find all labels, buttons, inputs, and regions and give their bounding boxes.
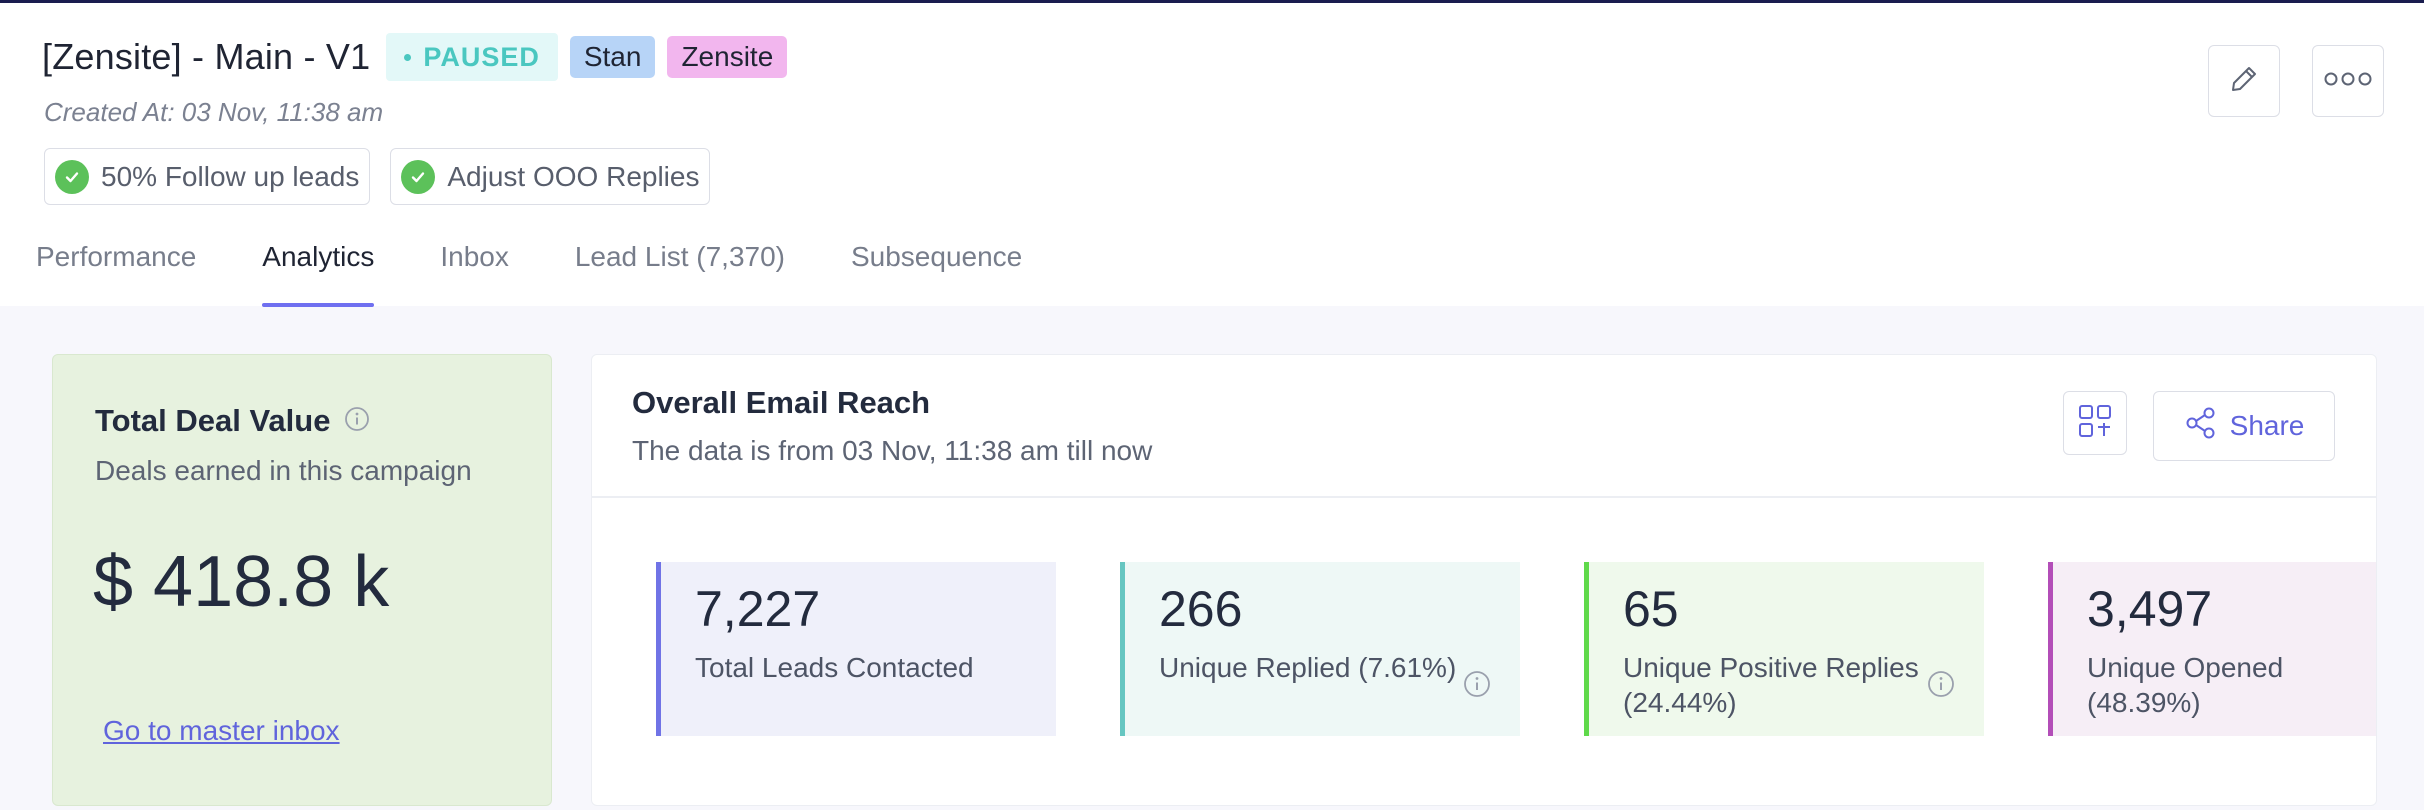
chip-label: 50% Follow up leads — [101, 160, 360, 192]
reach-subtitle: The data is from 03 Nov, 11:38 am till n… — [632, 435, 1153, 466]
stat-unique-replied: 266 Unique Replied (7.61%) — [1120, 562, 1520, 736]
status-dot-icon — [404, 53, 412, 61]
created-at: Created At: 03 Nov, 11:38 am — [44, 97, 384, 127]
check-circle-icon — [55, 159, 89, 194]
deal-value-card: Total Deal Value Deals earned in this ca… — [52, 354, 552, 806]
stat-value: 3,497 — [2087, 581, 2213, 637]
title-row: [Zensite] - Main - V1 PAUSED Stan Zensit… — [42, 33, 788, 81]
reach-title: Overall Email Reach — [632, 385, 931, 420]
stat-value: 7,227 — [695, 581, 821, 637]
share-label: Share — [2229, 410, 2305, 441]
campaign-title: [Zensite] - Main - V1 — [42, 36, 371, 77]
settings-chips: 50% Follow up leads Adjust OOO Replies — [44, 148, 711, 205]
stat-value: 266 — [1159, 581, 1243, 637]
more-options-icon — [2323, 71, 2373, 92]
email-reach-card: Overall Email Reach The data is from 03 … — [591, 354, 2377, 806]
stat-unique-opened: 3,497 Unique Opened (48.39%) — [2048, 562, 2376, 736]
stat-value: 65 — [1623, 581, 1679, 637]
info-icon[interactable] — [1927, 670, 1955, 703]
tag-zensite[interactable]: Zensite — [667, 36, 788, 78]
chip-label: Adjust OOO Replies — [447, 160, 700, 192]
divider — [592, 496, 2376, 498]
check-circle-icon — [401, 159, 436, 194]
stat-label: Unique Opened (48.39%) — [2087, 652, 2284, 718]
tab-subsequence[interactable]: Subsequence — [850, 241, 1023, 272]
chip-follow-up-leads[interactable]: 50% Follow up leads — [44, 148, 371, 205]
qr-code-icon — [2077, 403, 2113, 444]
edit-button[interactable] — [2208, 45, 2280, 117]
campaign-header: [Zensite] - Main - V1 PAUSED Stan Zensit… — [0, 0, 2424, 309]
qr-code-button[interactable] — [2063, 391, 2127, 455]
status-label: PAUSED — [423, 41, 540, 72]
deal-amount: $ 418.8 k — [93, 542, 390, 622]
deal-subtitle: Deals earned in this campaign — [95, 455, 472, 486]
tab-analytics[interactable]: Analytics — [262, 237, 375, 309]
stat-label: Unique Positive Replies (24.44%) — [1623, 652, 1919, 718]
chip-adjust-ooo-replies[interactable]: Adjust OOO Replies — [390, 148, 711, 205]
stat-positive-replies: 65 Unique Positive Replies (24.44%) — [1584, 562, 1984, 736]
stat-label: Total Leads Contacted — [695, 652, 974, 683]
tag-stan[interactable]: Stan — [569, 36, 656, 78]
master-inbox-link[interactable]: Go to master inbox — [103, 715, 340, 746]
edit-icon — [2227, 62, 2261, 101]
status-badge: PAUSED — [386, 33, 558, 81]
deal-title-row: Total Deal Value — [95, 403, 370, 439]
share-button[interactable]: Share — [2153, 391, 2335, 461]
stat-leads-contacted: 7,227 Total Leads Contacted — [656, 562, 1056, 736]
tab-performance[interactable]: Performance — [36, 241, 197, 272]
stat-label: Unique Replied (7.61%) — [1159, 652, 1457, 683]
tab-lead-list[interactable]: Lead List (7,370) — [574, 241, 785, 272]
share-icon — [2184, 406, 2218, 447]
more-options-button[interactable] — [2312, 45, 2384, 117]
tab-inbox[interactable]: Inbox — [440, 241, 509, 272]
info-icon[interactable] — [1463, 670, 1491, 703]
campaign-tabs: Performance Analytics Inbox Lead List (7… — [36, 237, 1088, 309]
info-icon[interactable] — [344, 406, 370, 437]
deal-title: Total Deal Value — [95, 403, 331, 438]
